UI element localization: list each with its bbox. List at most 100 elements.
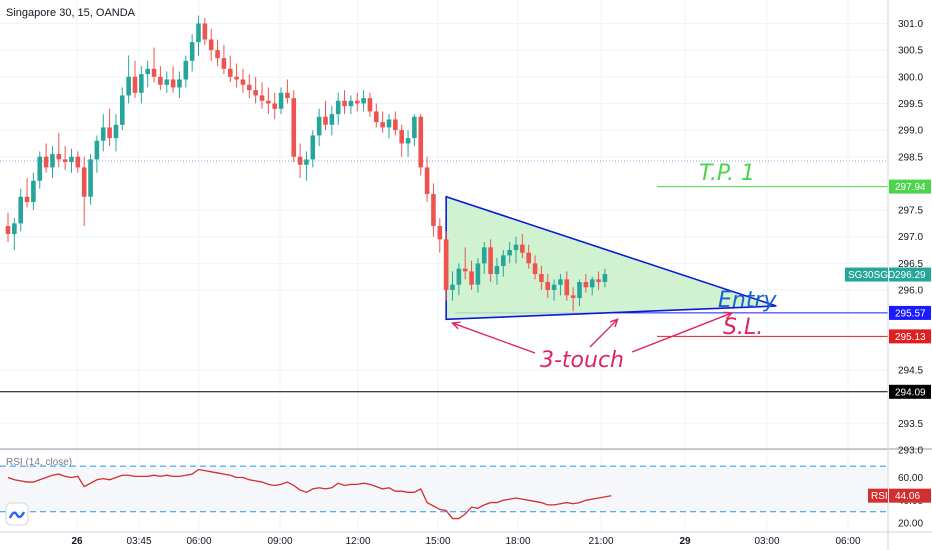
price-tag-label: 44.06 [895, 491, 920, 502]
chart-title: Singapore 30, 15, OANDA [6, 7, 136, 19]
y-tick-label: 298.5 [898, 152, 923, 163]
candle-body [405, 138, 411, 144]
symbol-tag-label: SG30SGD [848, 270, 895, 281]
candle-body [75, 156, 81, 168]
y-tick-label: 299.0 [898, 126, 923, 137]
price-tag [889, 267, 931, 282]
x-tick-label: 15:00 [425, 536, 450, 547]
candle-body [266, 100, 271, 104]
rsi-tick-label: 60.00 [898, 473, 923, 484]
price-tag [889, 179, 931, 194]
candle-body [196, 23, 201, 43]
y-tick-label: 300.0 [898, 72, 923, 83]
candle-body [558, 279, 563, 285]
candle-body [475, 263, 481, 285]
candle-body [297, 156, 303, 165]
y-tick-label: 294.5 [898, 365, 923, 376]
candle-body [602, 274, 608, 283]
candle-body [310, 135, 316, 160]
candle-body [56, 154, 62, 160]
price-tag-label: 295.13 [895, 332, 926, 343]
entry-label: Entry [718, 288, 778, 313]
candle-body [412, 116, 417, 139]
candle-body [62, 159, 68, 163]
candle-body [450, 284, 455, 290]
x-tick-label: 29 [679, 536, 691, 547]
candle-body [348, 100, 354, 107]
candle-body [247, 84, 252, 91]
candle-body [596, 279, 601, 283]
candle-body [5, 226, 11, 235]
candle-body [583, 282, 589, 288]
candle-body [367, 98, 373, 112]
rsi-line [7, 468, 612, 520]
x-tick-label: 18:00 [505, 536, 530, 547]
rsi-tag [868, 488, 888, 503]
grid-lines [0, 0, 888, 532]
candle-body [437, 226, 443, 240]
candle-body [316, 116, 322, 136]
candle-body [145, 68, 150, 75]
level-lines [0, 160, 888, 393]
candle-body [132, 76, 138, 93]
candle-body [577, 282, 582, 298]
touch-arrow-line [589, 318, 619, 348]
three-touch-label: 3-touch [540, 348, 624, 373]
price-tag [889, 305, 931, 320]
x-tick-label: 12:00 [345, 536, 370, 547]
rsi-band-fill [0, 466, 888, 512]
x-tick-label: 06:00 [186, 536, 211, 547]
tradingview-logo-icon[interactable] [5, 502, 29, 526]
candle-body [488, 247, 493, 275]
candle-body [335, 100, 341, 115]
candle-body [329, 114, 335, 125]
y-tick-label: 293.0 [898, 445, 923, 456]
price-tag-label: 297.94 [895, 182, 926, 193]
candle-body [107, 127, 112, 139]
candle-body [494, 266, 500, 275]
candle-body [354, 100, 360, 104]
candle-body [31, 180, 36, 203]
candle-body [18, 196, 23, 224]
candle-body [304, 159, 309, 165]
price-tag-label: 294.09 [895, 387, 926, 398]
candle-body [393, 119, 398, 131]
x-tick-label: 06:00 [835, 536, 860, 547]
candle-body [170, 79, 176, 88]
candle-body [291, 98, 297, 157]
candle-body [151, 68, 157, 77]
touch-arrow-head [450, 321, 461, 330]
price-tag [889, 329, 931, 344]
y-tick-label: 297.5 [898, 206, 923, 217]
y-tick-label: 301.0 [898, 19, 923, 30]
candle-body [253, 90, 258, 96]
y-tick-label: 300.5 [898, 46, 923, 57]
touch-arrow-head [723, 311, 734, 320]
candle-body [88, 159, 93, 197]
candle-body [374, 111, 379, 123]
candle-body [564, 279, 570, 296]
candle-body [227, 68, 233, 77]
x-tick-label: 09:00 [267, 536, 292, 547]
candle-body [507, 250, 512, 256]
candle-body [513, 244, 519, 251]
price-tag [889, 384, 931, 399]
y-tick-label: 299.5 [898, 99, 923, 110]
x-tick-label: 21:00 [588, 536, 613, 547]
touch-arrow-line [452, 322, 536, 354]
candle-body [386, 119, 392, 128]
candle-body [24, 196, 30, 203]
candle-body [100, 127, 106, 141]
candle-body [183, 60, 189, 80]
candle-body [120, 95, 125, 125]
x-tick-label: 03:00 [754, 536, 779, 547]
candle-body [215, 50, 220, 59]
candle-body [520, 244, 525, 253]
candle-body [126, 76, 131, 96]
candle-body [342, 100, 347, 107]
touch-arrow-head [609, 318, 619, 328]
candle-body [69, 156, 74, 163]
candle-body [177, 79, 182, 88]
